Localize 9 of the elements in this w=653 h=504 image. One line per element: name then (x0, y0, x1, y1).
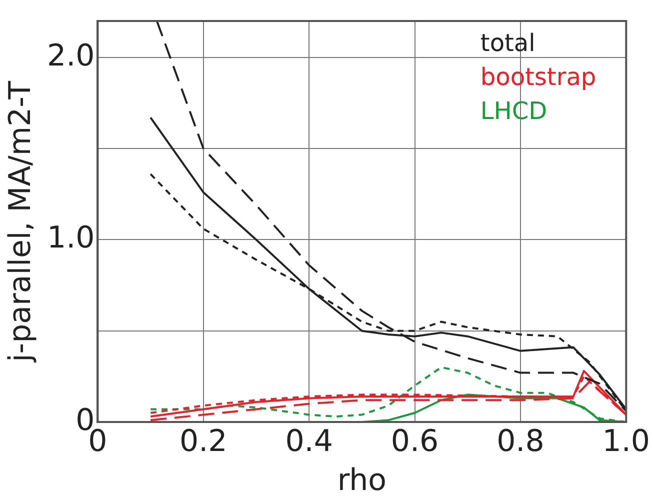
x-tick-label: 1.0 (602, 424, 650, 459)
x-tick-label: 0.8 (496, 424, 544, 459)
x-axis-title: rho (337, 462, 387, 498)
x-tick-label: 0.2 (180, 424, 228, 459)
y-axis-title: j-parallel, MA/m2-T (2, 80, 38, 364)
x-tick-label: 0.6 (390, 424, 439, 459)
y-tick-label: 1.0 (46, 220, 95, 256)
x-tick-label: 0.4 (285, 424, 333, 459)
y-tick-label: 2.0 (46, 38, 95, 74)
